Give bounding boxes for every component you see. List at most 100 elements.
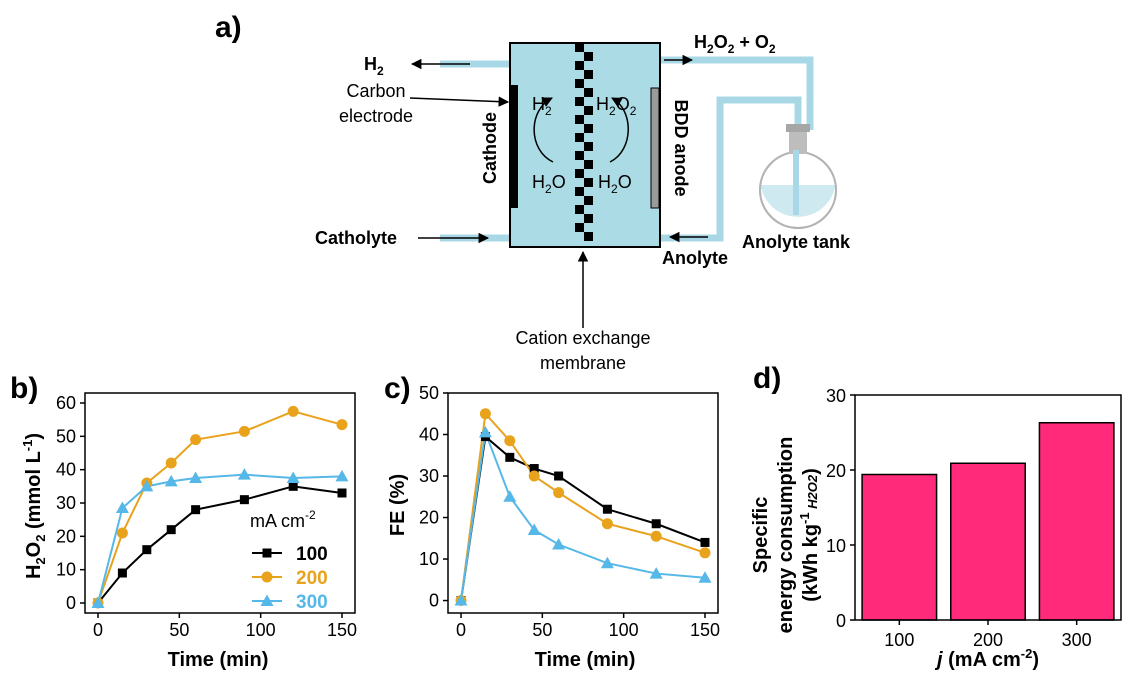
chart-c-xtick-label: 50 — [532, 620, 552, 640]
panel-label-a: a) — [215, 11, 242, 44]
membrane-square — [584, 232, 593, 241]
chart-d-ytick-label: 30 — [826, 386, 846, 406]
chart-b-ytick-label: 0 — [66, 593, 76, 613]
membrane-square — [575, 61, 584, 70]
chart-c-frame — [447, 392, 719, 614]
membrane-square — [584, 52, 593, 61]
chart-b-point-100 — [288, 481, 298, 491]
cathode-reaction-arrow — [533, 97, 554, 163]
chart-b-point-200 — [287, 405, 299, 417]
cathode-plate — [509, 85, 518, 208]
chart-c-point-100 — [529, 464, 539, 474]
chart-c-point-200 — [699, 547, 711, 559]
membrane-square — [584, 160, 593, 169]
chart-b-point-100 — [337, 488, 347, 498]
chart-b-point-300 — [335, 469, 349, 482]
chart-c-series-line-300 — [460, 428, 706, 601]
carbon-electrode-label-2: electrode — [339, 106, 413, 126]
chart-b-series-line-300 — [97, 473, 343, 604]
chart-d-ytick-label: 0 — [836, 611, 846, 631]
chart-b-series-line-200 — [97, 410, 343, 604]
chart-c-ytick-label: 0 — [429, 591, 439, 611]
membrane-square — [575, 169, 584, 178]
membrane-square — [584, 214, 593, 223]
chart-b-point-100 — [166, 525, 176, 535]
chart-c-point-100 — [602, 504, 612, 514]
chart-c-series-line-200 — [460, 411, 706, 601]
chart-b-point-200 — [116, 527, 128, 539]
legend-label-300: 300 — [296, 592, 328, 613]
anode-water-label: H2O — [598, 172, 632, 196]
chart-d-bar-100 — [861, 473, 938, 621]
legend-title: mA cm-2 — [250, 508, 316, 531]
chart-c-point-100 — [651, 519, 661, 529]
anolyte-tank-flask — [759, 124, 837, 229]
chart-b: b) 0 50 100 150 0 10 20 30 40 50 60 Time (min) H2O… — [10, 372, 357, 671]
chart-b-point-200 — [336, 419, 348, 431]
cation-exchange-membrane — [575, 43, 593, 241]
chart-d-bar-300 — [1038, 422, 1115, 621]
chart-c-point-300 — [600, 556, 614, 569]
membrane-square — [584, 196, 593, 205]
panel-label-c: c) — [384, 372, 411, 405]
chart-b-xtick-label: 150 — [327, 620, 357, 640]
legend-marker-300 — [260, 594, 274, 606]
anode-product-label: H2O2 — [596, 94, 637, 118]
chart-b-point-300 — [189, 471, 203, 483]
chart-b-xtick-label: 0 — [93, 620, 103, 640]
chart-b-ylabel: H2O2 (mmol L-1) — [20, 433, 48, 579]
chart-b-point-100 — [117, 568, 127, 578]
chart-b-plot: 0 50 100 150 0 10 20 30 40 50 60 — [56, 392, 357, 640]
schematic-panel: a) — [215, 11, 851, 373]
chart-b-xlabel: Time (min) — [168, 649, 269, 671]
chart-c-xtick-label: 100 — [609, 620, 639, 640]
membrane-square — [575, 223, 584, 232]
chart-d-ytick-label: 10 — [826, 536, 846, 556]
chart-b-point-300 — [164, 474, 178, 487]
chart-c-point-100 — [554, 471, 564, 481]
legend-label-200: 200 — [296, 568, 328, 589]
chart-c-plot: 0 50 100 150 0 10 20 30 40 50 — [419, 383, 720, 640]
chart-d-xtick-label: 100 — [884, 630, 914, 650]
chart-b-ytick-label: 60 — [56, 393, 76, 413]
legend-marker-200 — [261, 571, 273, 583]
chart-c-point-100 — [700, 537, 710, 547]
membrane-square — [575, 151, 584, 160]
membrane-square — [584, 88, 593, 97]
chart-b-point-300 — [140, 479, 154, 492]
chart-b-point-200 — [190, 434, 202, 446]
return-pipe — [660, 96, 802, 242]
chart-d-ytick-label: 20 — [826, 461, 846, 481]
membrane-square — [584, 124, 593, 133]
legend-label-100: 100 — [296, 544, 328, 565]
membrane-label-1: Cation exchange — [515, 328, 650, 348]
legend-marker-100 — [262, 548, 272, 558]
chart-b-legend: mA cm-2 100 200 300 — [250, 508, 328, 613]
chart-b-point-200 — [238, 425, 250, 437]
membrane-square — [575, 133, 584, 142]
bdd-anode-label: BDD anode — [671, 99, 691, 196]
chart-b-point-300 — [237, 468, 251, 480]
h2-out-label: H2 — [364, 54, 384, 78]
bdd-anode-plate — [650, 87, 660, 209]
panel-label-b: b) — [10, 372, 38, 405]
chart-c-xtick-label: 0 — [456, 620, 466, 640]
chart-d-bar-200 — [950, 462, 1026, 621]
chart-c-ytick-label: 20 — [419, 508, 439, 528]
membrane-square — [584, 142, 593, 151]
chart-b-ytick-label: 40 — [56, 460, 76, 480]
chart-c-xtick-label: 150 — [690, 620, 720, 640]
chart-b-point-100 — [239, 495, 249, 505]
membrane-square — [584, 70, 593, 79]
chart-c-ytick-label: 30 — [419, 466, 439, 486]
chart-d-ylabel-1: Specific — [750, 497, 772, 574]
chart-c-point-300 — [454, 594, 468, 606]
chart-b-point-100 — [191, 505, 201, 515]
chart-c-ytick-label: 40 — [419, 425, 439, 445]
chart-c-ytick-label: 50 — [419, 383, 439, 403]
chart-b-ytick-label: 30 — [56, 493, 76, 513]
chart-d-ylabel-2: energy consumption — [775, 437, 797, 634]
chart-c-point-300 — [552, 538, 566, 550]
chart-c-point-300 — [649, 567, 663, 579]
chart-d-frame — [854, 394, 1122, 621]
